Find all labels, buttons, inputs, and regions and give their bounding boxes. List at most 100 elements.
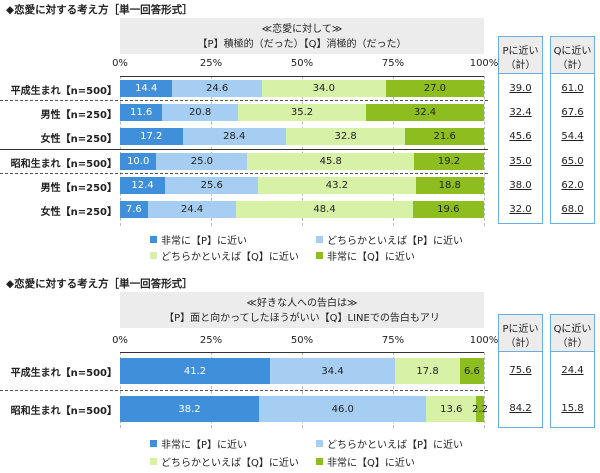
chart2-bar-segment: 13.6 <box>426 396 476 422</box>
chart1-bar-segment: 25.0 <box>156 153 248 170</box>
chart1-x-tick: 50% <box>290 58 314 69</box>
chart1-bar-segment: 28.4 <box>182 128 286 145</box>
chart1-row-separator <box>0 149 488 150</box>
chart1-gridline <box>484 76 485 226</box>
chart1-bar-segment: 17.2 <box>120 128 183 145</box>
chart1-row-label: 女性【n=250】 <box>40 206 117 218</box>
chart1-legend-swatch <box>316 252 323 259</box>
chart1-bar-row: 14.4 24.6 34.0 27.0 <box>120 80 484 97</box>
chart2-row-label: 昭和生まれ【n=500】 <box>10 406 117 417</box>
chart1-row-separator <box>0 100 488 101</box>
chart2-axis-line <box>120 352 484 353</box>
chart2-bar-segment: 2.2 <box>472 396 488 422</box>
chart2-summary-col-p <box>498 352 543 428</box>
chart1-summary-p-value: 35.0 <box>509 155 532 167</box>
chart1-bar-segment: 24.4 <box>147 201 237 218</box>
chart1-bar-row: 12.4 25.6 43.2 18.8 <box>120 177 484 194</box>
chart1-data-label: 45.8 <box>319 156 342 167</box>
chart1-bar-row: 10.0 25.0 45.8 19.2 <box>120 153 484 170</box>
chart1-x-tick: 75% <box>381 58 405 69</box>
chart2-legend-item: 非常に【Q】に近い <box>316 454 415 469</box>
chart1-bar-segment: 32.4 <box>366 104 484 121</box>
chart1-legend-swatch <box>150 252 157 259</box>
chart1-summary-q-value: 54.4 <box>561 130 584 142</box>
chart1-bar-segment: 45.8 <box>247 153 415 170</box>
chart1-bar-segment: 18.8 <box>415 177 484 194</box>
chart2-summary-q-value: 15.8 <box>561 403 584 414</box>
chart2-bar-segment: 38.2 <box>120 396 260 422</box>
chart1-data-label: 34.0 <box>312 83 335 94</box>
chart2-x-tick: 50% <box>290 335 314 346</box>
chart1-gridline <box>211 76 212 226</box>
chart2-question-box: ≪好きな人への告白は≫ 【P】面と向かってしたほうがいい【Q】LINEでの告白も… <box>120 292 484 328</box>
chart1-data-label: 17.2 <box>140 131 163 142</box>
chart1-data-label: 19.6 <box>437 204 460 215</box>
chart2-legend-item: 非常に【P】に近い <box>150 436 247 451</box>
chart1-legend-label: 非常に【Q】に近い <box>327 252 415 263</box>
chart2-summary-p-value: 75.6 <box>509 365 532 376</box>
chart1-summary-q-value: 62.0 <box>561 179 584 191</box>
chart1-legend-item: 非常に【Q】に近い <box>316 248 415 263</box>
chart1-bar-row: 17.2 28.4 32.8 21.6 <box>120 128 484 145</box>
chart2-legend-label: どちらかといえば【P】に近い <box>327 440 464 451</box>
chart2-data-label: 46.0 <box>331 403 354 415</box>
chart1-summary-col-p <box>498 74 543 224</box>
chart1-bar-segment: 25.6 <box>165 177 259 194</box>
chart1-data-label: 24.6 <box>206 83 229 94</box>
chart1-data-label: 35.2 <box>290 107 314 118</box>
chart1-bar-segment: 24.6 <box>172 80 262 97</box>
chart2-data-label: 13.6 <box>440 403 463 415</box>
chart1-axis-line <box>120 76 484 77</box>
chart1-question-box: ≪恋愛に対して≫ 【P】積極的（だった）【Q】消極的（だった） <box>120 18 484 54</box>
chart2-x-tick: 100% <box>469 335 499 346</box>
chart1-legend-item: どちらかといえば【P】に近い <box>316 232 463 247</box>
chart2-legend-label: どちらかといえば【Q】に近い <box>161 458 299 469</box>
chart1-legend-item: どちらかといえば【Q】に近い <box>150 248 299 263</box>
chart1-data-label: 20.8 <box>188 107 212 118</box>
chart1-data-label: 25.0 <box>190 156 214 167</box>
chart1-summary-p-value: 32.0 <box>509 203 532 215</box>
chart2-summary-q-value: 24.4 <box>561 365 584 376</box>
chart1-data-label: 14.4 <box>135 83 158 94</box>
chart2-x-tick: 25% <box>199 335 223 346</box>
chart2-summary-header-p: Pに近い（計） <box>498 314 543 352</box>
chart2-legend-swatch <box>150 440 157 447</box>
chart2-legend-item: どちらかといえば【Q】に近い <box>150 454 299 469</box>
chart1-row-label: 男性【n=250】 <box>40 182 117 194</box>
chart1-legend-label: 非常に【P】に近い <box>161 236 248 247</box>
chart2-question-line1: ≪好きな人への告白は≫ <box>246 298 358 309</box>
chart1-bar-segment: 35.2 <box>237 104 367 121</box>
chart1-data-label: 11.6 <box>129 107 153 118</box>
chart1-data-label: 18.8 <box>438 180 461 191</box>
chart1-legend-label: どちらかといえば【Q】に近い <box>161 252 299 263</box>
chart2-summary-header-q: Qに近い（計） <box>550 314 595 352</box>
chart1-summary-p-value: 39.0 <box>509 82 532 94</box>
chart1-summary-q-value: 67.6 <box>561 106 584 118</box>
chart1-summary-q-value: 61.0 <box>561 82 584 94</box>
chart2-data-label: 38.2 <box>178 403 201 415</box>
chart1-bar-row: 7.6 24.4 48.4 19.6 <box>120 201 484 218</box>
chart1-row-separator <box>0 173 488 174</box>
chart2-legend-label: 非常に【P】に近い <box>161 440 248 451</box>
chart1-data-label: 48.4 <box>313 204 336 215</box>
chart2-bar-segment: 41.2 <box>120 358 270 384</box>
chart2-title: ◆恋愛に対する考え方［単一回答形式］ <box>6 278 193 290</box>
chart1-summary-p-value: 45.6 <box>509 130 532 142</box>
chart1-gridline <box>302 76 303 226</box>
chart2-x-tick: 75% <box>381 335 405 346</box>
chart2-data-label: 34.4 <box>321 365 344 377</box>
chart2-legend-swatch <box>316 458 323 465</box>
chart2-legend-label: 非常に【Q】に近い <box>327 458 415 469</box>
chart1-data-label: 21.6 <box>433 131 456 142</box>
chart1-bar-segment: 19.2 <box>414 153 484 170</box>
chart1-data-label: 32.4 <box>413 107 437 118</box>
chart1-bar-segment: 34.0 <box>261 80 386 97</box>
chart1-bar-segment: 43.2 <box>258 177 416 194</box>
chart1-row-label: 平成生まれ【n=500】 <box>10 85 117 97</box>
chart1-data-label: 25.6 <box>200 180 223 191</box>
chart1-data-label: 28.4 <box>223 131 246 142</box>
chart1-bar-segment: 21.6 <box>405 128 484 145</box>
chart1-summary-q-value: 65.0 <box>561 155 584 167</box>
chart2-row-label: 平成生まれ【n=500】 <box>10 368 117 379</box>
chart1-bar-segment: 20.8 <box>162 104 238 121</box>
